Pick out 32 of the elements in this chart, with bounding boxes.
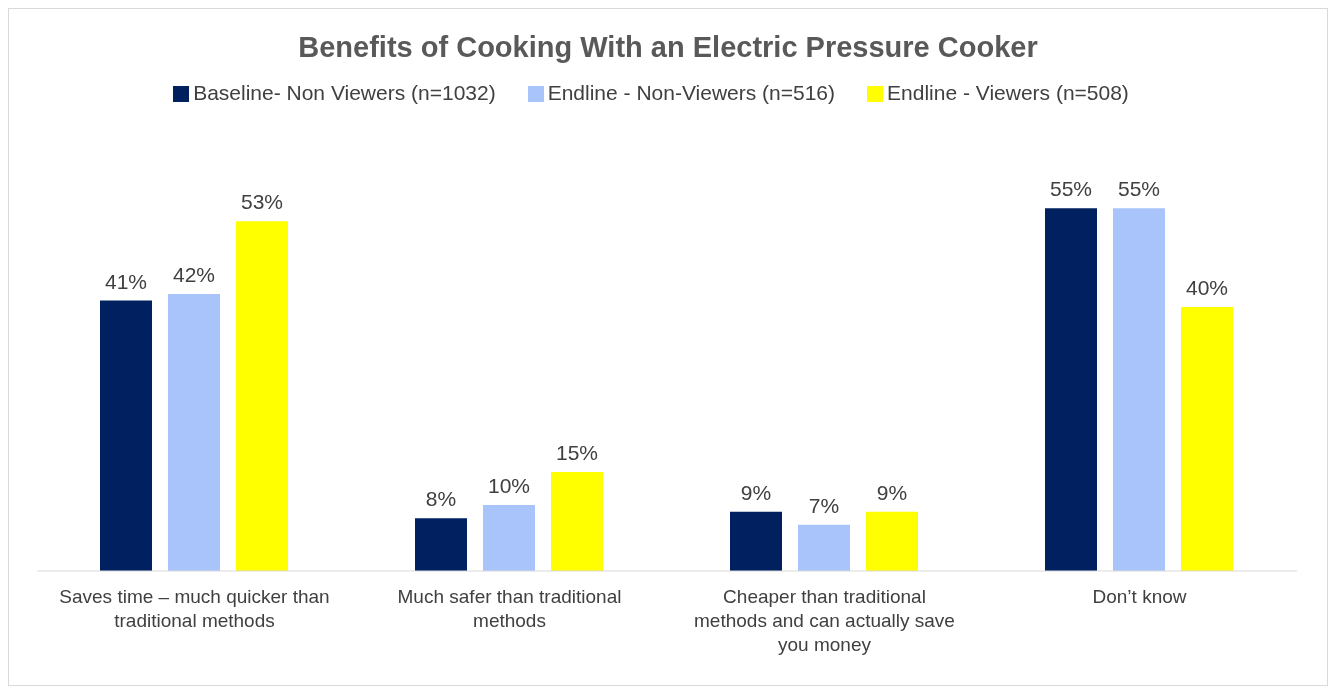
chart-title: Benefits of Cooking With an Electric Pressure Cooker [297, 30, 1039, 65]
data-label: 9% [876, 480, 908, 504]
data-label: 55% [1117, 177, 1161, 201]
data-label: 55% [1049, 177, 1093, 201]
bar [1181, 307, 1233, 571]
data-label: 15% [555, 441, 599, 465]
bar [415, 518, 467, 571]
data-label: 8% [425, 487, 457, 511]
x-tick-label: Much safer than traditional methods [397, 586, 622, 631]
x-tick-label: Saves time – much quicker than traditional methods [59, 586, 330, 631]
data-label: 9% [740, 480, 772, 504]
bar [100, 300, 152, 571]
x-tick-label: Cheaper than traditional methods and can actually save you money [694, 586, 955, 655]
bar [483, 505, 535, 571]
bar [551, 472, 603, 571]
data-label: 7% [808, 493, 840, 517]
bar [798, 524, 850, 571]
bar [730, 511, 782, 571]
legend-label: Endline - Non-Viewers (n=516) [547, 81, 836, 104]
data-label: 42% [172, 262, 216, 286]
bar [236, 221, 288, 571]
bar [1045, 208, 1097, 571]
data-label: 53% [240, 190, 284, 214]
x-tick-label: Don’t know [1092, 586, 1187, 607]
legend-label: Baseline- Non Viewers (n=1032) [193, 81, 496, 104]
bar [168, 293, 220, 571]
data-label: 40% [1185, 276, 1229, 300]
bar [866, 511, 918, 571]
legend-label: Endline - Viewers (n=508) [887, 81, 1129, 104]
data-label: 10% [487, 474, 531, 498]
data-label: 41% [104, 269, 148, 293]
bar [1113, 208, 1165, 571]
